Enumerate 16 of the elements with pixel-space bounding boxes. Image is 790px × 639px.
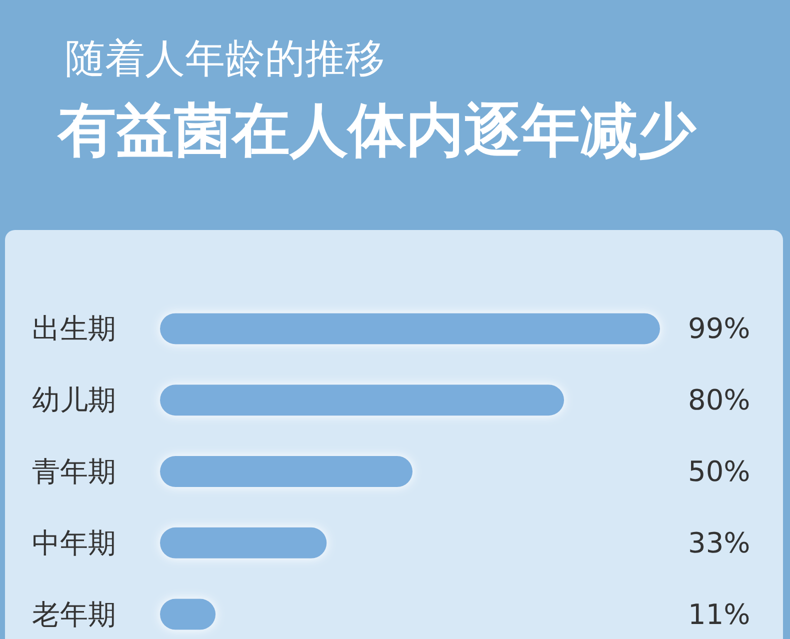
bar	[160, 456, 413, 487]
y-tick-label: 出生期	[32, 312, 116, 346]
bar	[160, 384, 564, 416]
y-tick-label: 幼儿期	[32, 384, 116, 417]
y-tick-label: 青年期	[32, 455, 116, 488]
bar	[160, 313, 660, 344]
data-label: 11%	[688, 598, 750, 631]
y-tick-label: 中年期	[32, 526, 116, 560]
chart-subtitle: 随着人年龄的推移	[65, 35, 385, 83]
data-label: 50%	[688, 455, 750, 488]
data-label: 33%	[688, 526, 750, 560]
bar	[160, 527, 327, 558]
data-label: 99%	[688, 312, 750, 346]
data-label: 80%	[688, 384, 750, 417]
y-tick-label: 老年期	[32, 598, 116, 631]
chart-title: 有益菌在人体内逐年减少	[58, 96, 696, 166]
